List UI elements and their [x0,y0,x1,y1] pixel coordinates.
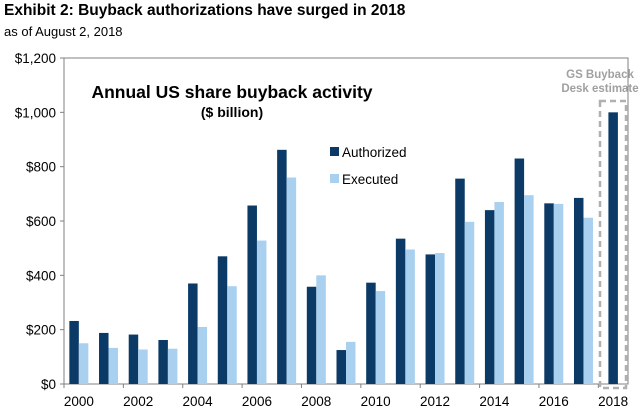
bar-authorized-2001 [99,332,109,384]
y-tick-label: $200 [26,323,56,338]
bar-executed-2017 [583,217,593,384]
exhibit-title: Exhibit 2: Buyback authorizations have s… [4,2,406,19]
bar-executed-2010 [375,291,386,384]
bar-authorized-2003 [158,339,168,384]
x-tick-label: 2012 [420,394,450,409]
bar-executed-2003 [167,348,178,384]
x-tick-label: 2016 [539,394,569,409]
bar-executed-2002 [138,349,148,384]
bar-authorized-2013 [455,178,465,384]
y-tick-label: $1,000 [15,105,56,120]
bar-executed-2007 [286,177,297,384]
legend: Authorized Executed [330,145,407,187]
x-tick-label: 2006 [242,394,272,409]
y-tick-label: $400 [26,268,56,283]
x-tick-label: 2014 [479,394,510,409]
x-axis: 2000 2002 2004 2006 2008 2010 2012 2014 2016 2018 [63,384,628,409]
bar-executed-2009 [346,341,356,384]
bar-executed-2014 [494,201,504,384]
bar-authorized-2018 [608,112,618,384]
bar-executed-2016 [553,203,564,384]
legend-swatch-executed [330,174,339,183]
bar-authorized-2017 [573,197,584,384]
bar-executed-2013 [464,221,475,384]
bar-executed-2000 [78,343,89,384]
bar-authorized-2005 [217,256,228,384]
bar-executed-2005 [227,286,237,384]
legend-swatch-authorized [330,147,339,156]
x-tick-label: 2004 [183,394,214,409]
annotation-line-1: GS Buyback [566,69,634,81]
plot-frame [63,57,629,385]
bar-authorized-2011 [395,238,406,384]
bar-authorized-2009 [336,350,346,384]
bar-authorized-2012 [425,254,436,384]
annotation-line-2: Desk estimate [561,83,638,95]
chart-subtitle: ($ billion) [201,104,263,120]
legend-label-executed: Executed [342,172,398,187]
y-tick-label: $800 [26,160,56,175]
bar-authorized-2015 [514,158,525,384]
bar-authorized-2014 [484,210,495,384]
x-tick-label: 2008 [301,394,331,409]
legend-label-authorized: Authorized [342,145,407,160]
bar-executed-2011 [405,249,415,384]
x-tick-label: 2018 [598,394,628,409]
chart-title: Annual US share buyback activity [91,82,372,102]
y-tick-label: $600 [26,214,56,229]
bar-authorized-2007 [277,149,287,384]
bar-executed-2015 [524,195,534,384]
bar-executed-2008 [316,275,326,384]
bar-authorized-2002 [128,334,139,384]
estimate-annotation: GS Buyback Desk estimate [561,69,639,390]
y-tick-label: $1,200 [15,51,56,66]
bar-authorized-2004 [188,283,198,384]
bar-authorized-2006 [247,205,257,384]
bar-authorized-2008 [306,286,317,384]
x-tick-label: 2002 [123,394,153,409]
estimate-dashed-box [598,99,628,390]
y-tick-label: $0 [41,377,56,392]
bar-executed-2006 [256,240,267,384]
exhibit-subtitle: as of August 2, 2018 [4,24,123,39]
bar-authorized-2016 [544,203,554,384]
bar-executed-2004 [197,326,208,384]
bar-executed-2001 [108,347,119,384]
bar-executed-2012 [435,253,445,384]
bar-authorized-2010 [366,282,376,384]
y-axis: $0 $200 $400 $600 $800 $1,000 $1,200 [15,51,64,392]
bar-authorized-2000 [69,320,79,384]
x-tick-label: 2000 [64,394,94,409]
bars [69,112,618,384]
x-tick-label: 2010 [361,394,391,409]
